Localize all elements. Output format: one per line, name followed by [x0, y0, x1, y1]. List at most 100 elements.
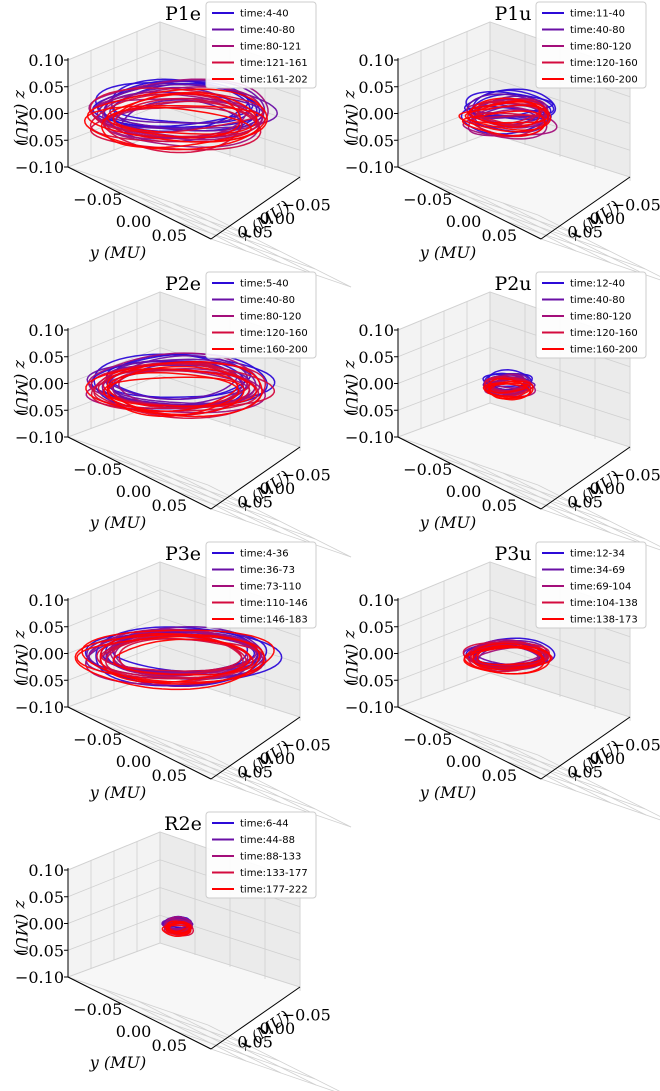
orbit-trace-5: [83, 105, 266, 151]
grid-line-floor: [175, 490, 316, 540]
y-tick-label: 0.05: [481, 766, 517, 785]
z-tick-label: −0.10: [15, 968, 64, 987]
grid-line-floor-x: [207, 1024, 340, 1091]
orbit-trace-5: [488, 382, 530, 400]
legend-entry: time:4-40: [240, 9, 289, 20]
orbit-trace-5: [99, 633, 251, 684]
grid-line-floor-x: [502, 472, 647, 546]
grid-line-floor-x: [172, 742, 317, 816]
grid-line-floor-x: [537, 484, 660, 547]
z-axis-title: z (MU): [12, 899, 31, 956]
legend-entry: time:133-177: [240, 868, 308, 879]
y-axis-title: y (MU): [419, 513, 476, 532]
subplot-P2u: 0.100.050.00−0.05−0.10−0.050.000.05−0.05…: [342, 271, 660, 551]
orbit-trace-2: [109, 86, 241, 124]
x-tick-label: 0.00: [590, 749, 626, 768]
legend-entry: time:88-133: [240, 852, 301, 863]
legend-entry: time:177-222: [240, 885, 308, 896]
grid-line-floor: [175, 1030, 316, 1080]
y-axis-line: [397, 436, 542, 510]
grid-line-floor-x: [207, 214, 352, 288]
x-axis-line: [210, 986, 301, 1050]
legend-entry: time:36-73: [240, 565, 295, 576]
legend-entry: time:160-200: [240, 345, 308, 356]
z-tick-label: 0.10: [28, 591, 64, 610]
legend-entry: time:121-161: [240, 58, 308, 69]
y-tick-label: −0.05: [73, 460, 122, 479]
grid-line-floor: [175, 220, 316, 270]
x-tick-label: 0.00: [260, 479, 296, 498]
y-tick-label: 0.05: [151, 496, 187, 515]
x-tick-label: 0.00: [260, 209, 296, 228]
orbit-trace-5: [106, 93, 242, 139]
y-tick-label: 0.00: [116, 752, 152, 771]
y-axis-line: [67, 436, 212, 510]
y-axis-title: y (MU): [419, 783, 476, 802]
legend-entry: time:120-160: [570, 328, 638, 339]
legend-entry: time:4-36: [240, 549, 289, 560]
x-tick-label: −0.05: [612, 196, 660, 215]
x-tick-label: 0.05: [237, 763, 273, 782]
orbit-trace-3: [106, 629, 262, 675]
z-tick-label: −0.05: [15, 671, 64, 690]
grid-line-floor-x: [537, 214, 660, 277]
legend-entry: time:40-80: [570, 295, 625, 306]
x-tick-label: 0.05: [237, 223, 273, 242]
legend-entry: time:120-160: [570, 58, 638, 69]
subplot-P3u: 0.100.050.00−0.05−0.10−0.050.000.05−0.05…: [342, 541, 660, 821]
legend-entry: time:12-34: [570, 549, 625, 560]
orbit-trace-2: [88, 626, 265, 681]
legend-box: [205, 1, 317, 89]
panel-title: R2e: [164, 813, 202, 835]
y-axis-title: y (MU): [89, 1053, 146, 1072]
z-tick-label: 0.05: [28, 78, 64, 97]
grid-line-floor-x: [137, 190, 282, 264]
grid-line-floor-x: [467, 730, 612, 804]
legend-entry: time:80-120: [240, 312, 301, 323]
x-axis-line: [540, 446, 631, 510]
legend-box: [535, 541, 647, 629]
orbit-trace-5: [482, 380, 534, 400]
legend-entry: time:12-40: [570, 279, 625, 290]
x-axis-line: [210, 446, 301, 510]
y-tick-label: 0.00: [446, 482, 482, 501]
y-tick-label: 0.05: [481, 496, 517, 515]
grid-line-floor-x: [502, 202, 647, 276]
z-tick-label: 0.00: [28, 645, 64, 664]
grid-line-floor-x: [137, 460, 282, 534]
y-axis-line: [67, 166, 212, 240]
orbit-trace-4: [89, 100, 262, 151]
z-tick-label: 0.10: [358, 51, 394, 70]
legend-entry: time:40-80: [240, 25, 295, 36]
y-tick-label: 0.00: [116, 1022, 152, 1041]
panel-title: P1e: [165, 3, 201, 25]
grid-line-floor-x: [172, 202, 317, 276]
legend-entry: time:80-120: [570, 312, 631, 323]
y-axis-title: y (MU): [419, 243, 476, 262]
grid-line-floor-x: [137, 1000, 282, 1074]
subplot-P1e: 0.100.050.00−0.05−0.10−0.050.000.05−0.05…: [12, 1, 352, 288]
legend-entry: time:6-44: [240, 819, 289, 830]
subplot-P2e: 0.100.050.00−0.05−0.10−0.050.000.05−0.05…: [12, 271, 352, 558]
legend-box: [535, 271, 647, 359]
z-tick-label: 0.10: [358, 591, 394, 610]
orbit-trace-5: [458, 104, 549, 133]
panel-title: P3u: [494, 543, 531, 565]
grid-line-floor-x: [207, 754, 352, 828]
grid-line-floor: [210, 508, 352, 558]
grid-line-floor-x: [207, 484, 352, 558]
x-tick-label: −0.05: [282, 196, 331, 215]
legend-entry: time:40-80: [570, 25, 625, 36]
y-tick-label: 0.00: [116, 482, 152, 501]
subplot-R2e: 0.100.050.00−0.05−0.10−0.050.000.05−0.05…: [12, 811, 340, 1091]
y-tick-label: 0.05: [151, 1036, 187, 1055]
grid-line-floor-x: [502, 742, 647, 816]
legend-entry: time:138-173: [570, 615, 638, 626]
y-tick-label: 0.00: [446, 212, 482, 231]
legend-box: [205, 271, 317, 359]
z-tick-label: −0.10: [345, 698, 394, 717]
y-tick-label: 0.05: [481, 226, 517, 245]
grid-line-floor-x: [172, 472, 317, 546]
grid-line-floor: [210, 778, 352, 828]
y-tick-label: −0.05: [403, 460, 452, 479]
